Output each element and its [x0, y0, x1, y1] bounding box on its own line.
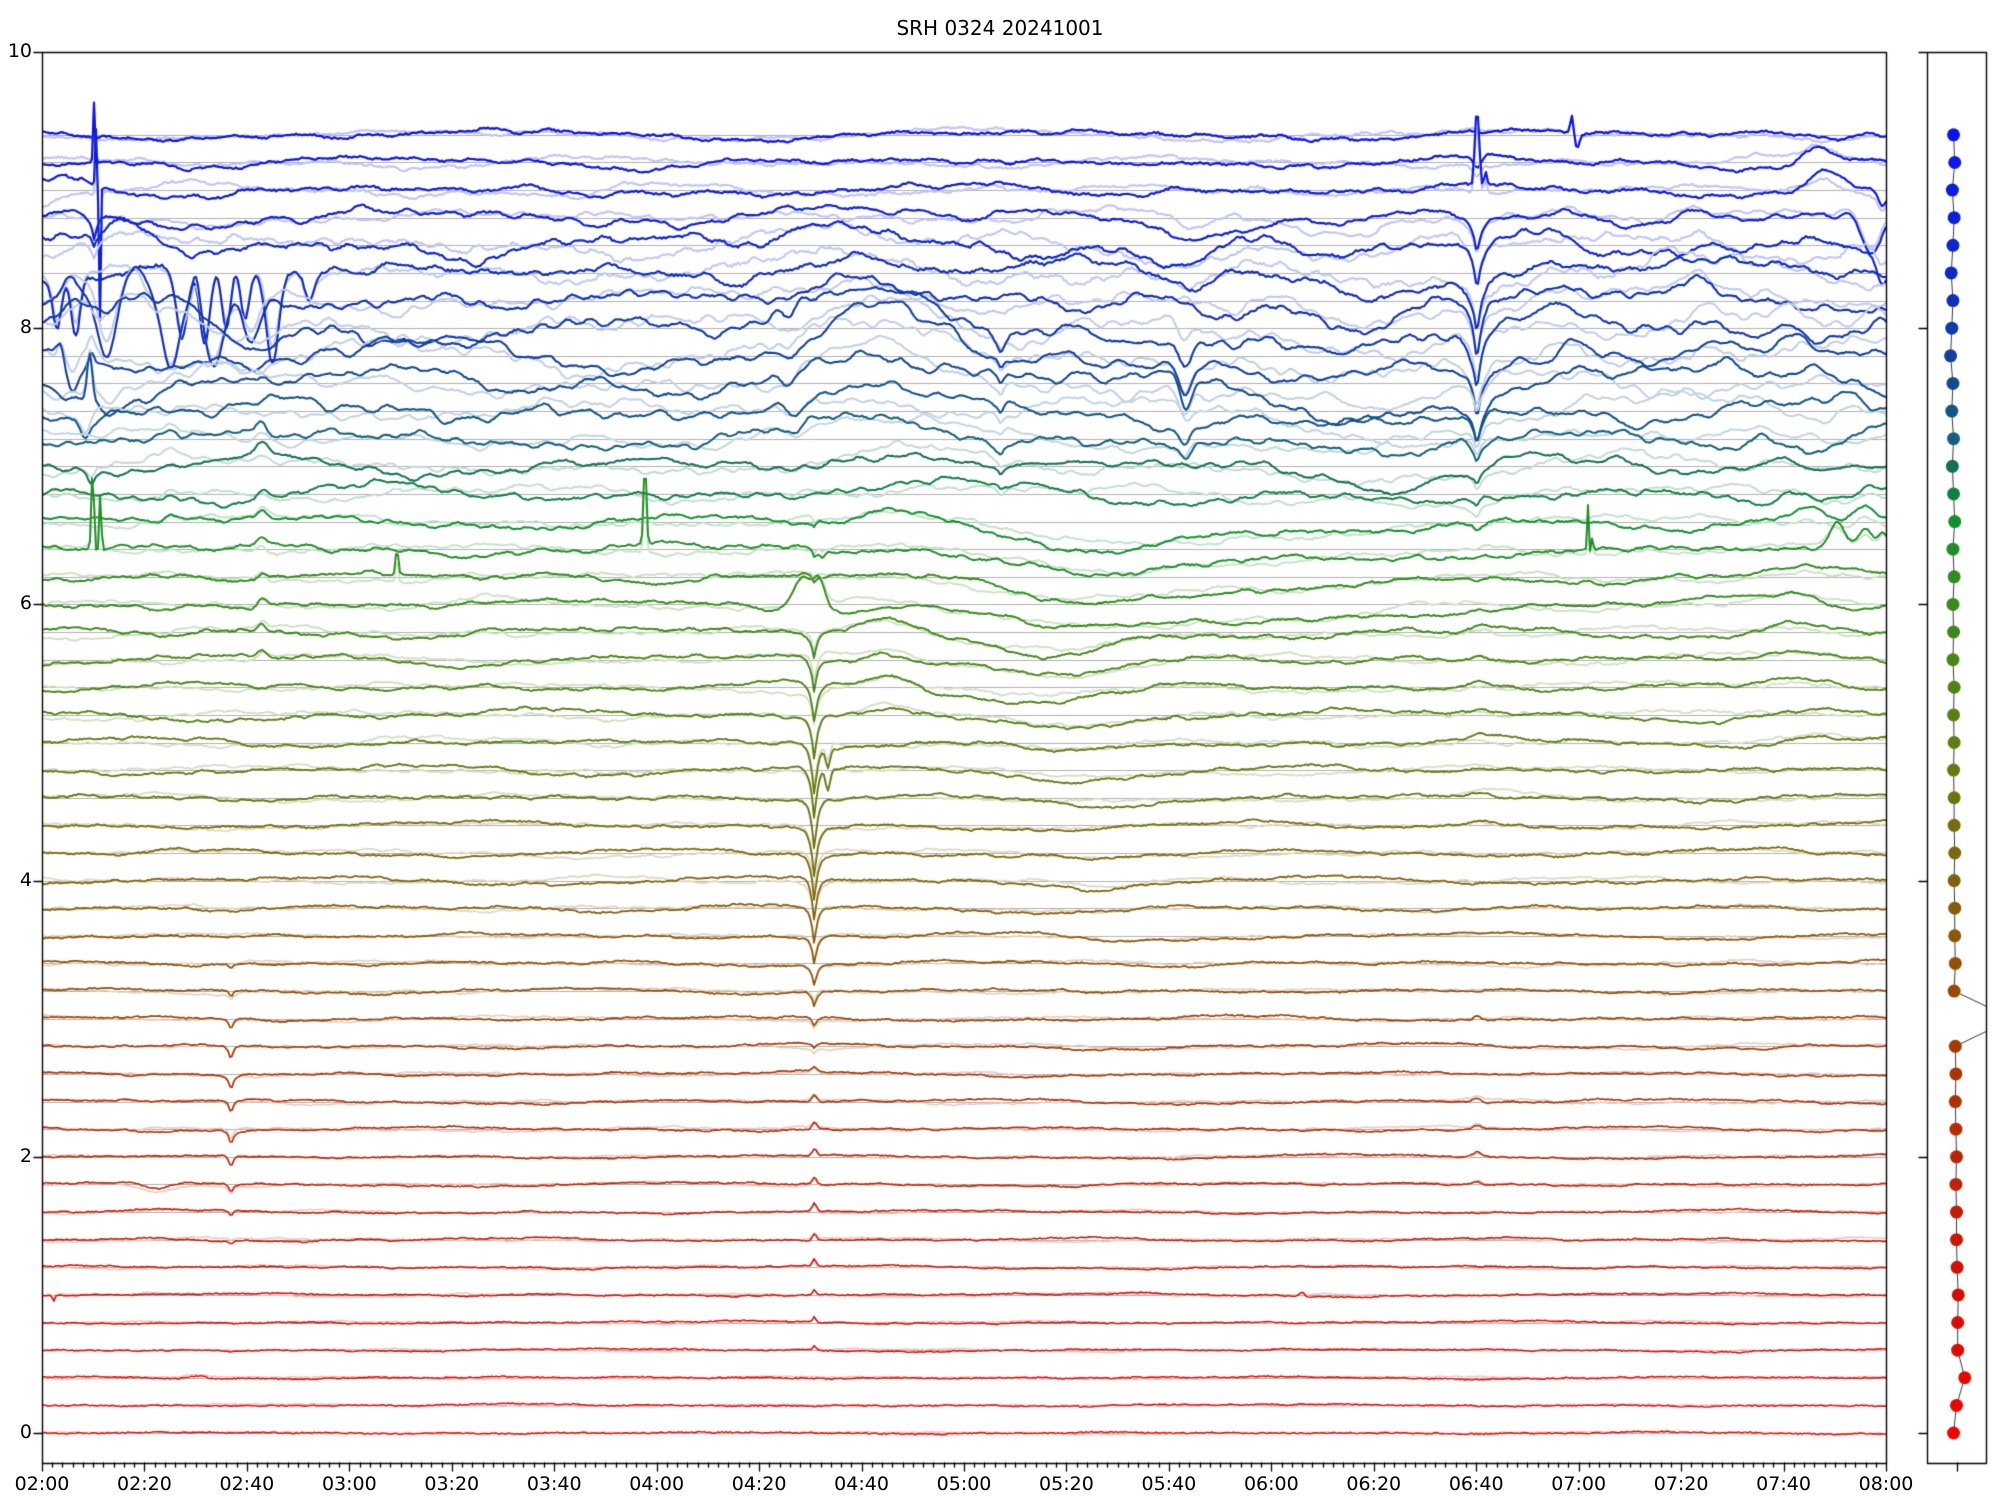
x-tick-label: 03:40: [526, 1473, 582, 1495]
y-tick-label: 10: [7, 40, 32, 62]
x-tick-label: 03:20: [424, 1473, 480, 1495]
x-tick-label: 05:00: [936, 1473, 992, 1495]
y-tick-label: 0: [19, 1421, 32, 1443]
x-tick-label: 05:40: [1141, 1473, 1197, 1495]
x-tick-label: 07:00: [1551, 1473, 1607, 1495]
y-tick-label: 4: [19, 868, 32, 891]
x-tick-label: 07:40: [1756, 1473, 1811, 1495]
x-tick-label: 04:20: [731, 1473, 787, 1495]
y-tick-label: 2: [19, 1144, 32, 1167]
x-tick-label: 07:20: [1653, 1473, 1709, 1495]
y-tick-label: 6: [19, 592, 32, 615]
x-tick-label: 05:20: [1039, 1473, 1094, 1495]
x-tick-label: 02:20: [117, 1473, 172, 1495]
x-tick-label: 03:00: [321, 1473, 377, 1495]
x-tick-label: 06:00: [1243, 1473, 1299, 1495]
x-tick-label: 06:40: [1448, 1473, 1504, 1495]
x-tick-label: 02:40: [219, 1473, 275, 1495]
x-tick-label: 04:40: [834, 1473, 889, 1495]
chart-title: SRH 0324 20241001: [896, 16, 1104, 40]
x-tick-label: 02:00: [14, 1473, 70, 1495]
x-tick-label: 04:00: [629, 1473, 685, 1495]
y-tick-label: 8: [19, 316, 32, 339]
x-tick-label: 08:00: [1858, 1473, 1914, 1495]
x-tick-label: 06:20: [1346, 1473, 1402, 1495]
